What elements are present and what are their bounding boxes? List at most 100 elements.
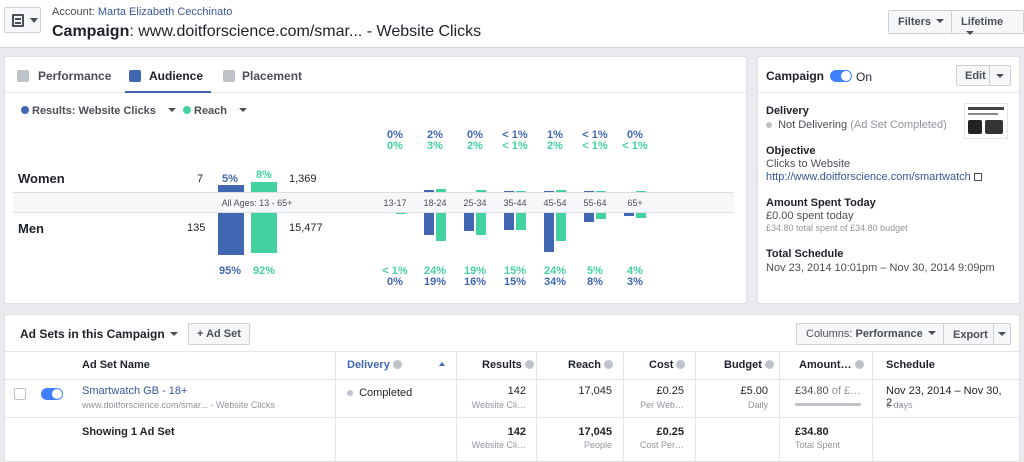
col-delivery[interactable]: Delivery (347, 359, 445, 371)
age-group-label: 65+ (627, 198, 643, 208)
lifetime-button[interactable]: Lifetime (951, 10, 1024, 35)
page-title: Campaign: www.doitforscience.com/smar...… (52, 23, 482, 40)
age-women-reach-bar (516, 191, 526, 192)
age-men-results-pct: 3% (627, 276, 643, 288)
age-men-results-bar (544, 213, 554, 253)
age-men-reach-bar (396, 213, 406, 214)
row-checkbox[interactable] (14, 388, 26, 400)
delivery-heading: Delivery (766, 105, 809, 117)
view-menu-button[interactable] (4, 7, 41, 33)
men-results: 135 (187, 222, 206, 234)
col-budget[interactable]: Budget (724, 359, 774, 371)
age-women-reach-pct: 3% (427, 140, 443, 152)
adsets-title[interactable]: Ad Sets in this Campaign (20, 327, 178, 341)
age-men-results-bar (584, 213, 594, 223)
account-line: Account: Marta Elizabeth Cecchinato (52, 6, 233, 18)
age-men-results-bar (504, 213, 514, 231)
col-amount[interactable]: Amount… (799, 359, 864, 371)
women-reach-bar (251, 182, 277, 192)
age-women-reach-bar (636, 191, 646, 192)
age-women-reach-pct: 2% (467, 140, 483, 152)
age-women-reach-bar (556, 189, 566, 192)
adset-reach: 17,045 (578, 385, 612, 397)
campaign-heading: Campaign (766, 69, 825, 83)
age-women-results-pct: 0% (467, 129, 483, 141)
add-adset-button[interactable]: + Ad Set (188, 323, 250, 345)
objective-link[interactable]: http://www.doitforscience.com/smartwatch (766, 171, 982, 183)
info-icon (854, 360, 864, 369)
age-men-reach-pct: < 1% (382, 265, 408, 277)
top-bar: Account: Marta Elizabeth Cecchinato Camp… (0, 0, 1024, 48)
summary-amount: £34.80 (795, 426, 829, 438)
age-men-reach-pct: 24% (423, 265, 447, 277)
edit-button[interactable]: Edit (965, 70, 986, 82)
filters-button[interactable]: Filters (888, 10, 955, 34)
women-label: Women (18, 171, 65, 186)
chevron-down-icon (936, 19, 945, 23)
info-icon (524, 360, 534, 369)
age-group-label: 13-17 (383, 198, 407, 208)
chevron-down-icon[interactable] (996, 74, 1004, 78)
col-results[interactable]: Results (482, 359, 534, 371)
col-schedule[interactable]: Schedule (886, 359, 935, 371)
women-reach: 1,369 (289, 173, 317, 185)
age-men-reach-bar (476, 213, 486, 235)
adset-amount: £34.80 of £… (795, 385, 862, 397)
age-women-results-pct: 0% (627, 129, 643, 141)
age-men-results-pct: 34% (543, 276, 567, 288)
adset-results-sub: Website Cli… (471, 400, 526, 410)
reach-legend[interactable]: Reach (183, 105, 248, 117)
col-reach[interactable]: Reach (568, 359, 614, 371)
col-cost[interactable]: Cost (649, 359, 686, 371)
chevron-down-icon (966, 31, 974, 35)
delivery-status: Not Delivering (Ad Set Completed) (766, 119, 947, 131)
info-icon (604, 360, 614, 369)
age-men-results-bar (624, 213, 634, 217)
adset-delivery: Completed (347, 387, 412, 399)
age-women-reach-bar (596, 191, 606, 192)
results-legend[interactable]: Results: Website Clicks (21, 105, 176, 117)
summary-cost-sub: Cost Per… (639, 440, 684, 450)
adset-budget-sub: Daily (747, 400, 768, 410)
adset-name-link[interactable]: Smartwatch GB - 18+ (82, 385, 188, 397)
age-women-reach-bar (476, 189, 486, 192)
info-icon (676, 360, 686, 369)
age-men-results-pct: 16% (463, 276, 487, 288)
age-axis (13, 192, 734, 213)
summary-results-sub: Website Cli… (471, 440, 526, 450)
objective-heading: Objective (766, 145, 816, 157)
chevron-down-icon[interactable] (998, 332, 1006, 336)
adset-toggle[interactable] (41, 388, 63, 400)
tab-performance[interactable]: Performance (38, 69, 112, 83)
export-button[interactable]: Export (953, 329, 988, 341)
adset-name-sub: www.doitforscience.com/smar... - Website… (82, 400, 275, 410)
age-women-results-bar (584, 191, 594, 192)
columns-button[interactable]: Columns: Performance (796, 323, 946, 345)
age-men-reach-bar (556, 213, 566, 241)
amount-progress-bar (795, 403, 861, 406)
age-group-label: 18-24 (423, 198, 447, 208)
age-men-reach-pct: 5% (587, 265, 603, 277)
results-dot-icon (21, 106, 29, 114)
col-adset-name[interactable]: Ad Set Name (82, 359, 150, 371)
age-group-label: 55-64 (583, 198, 607, 208)
age-women-reach-pct: 2% (547, 140, 563, 152)
men-reach-pct: 92% (252, 265, 276, 277)
status-dot-icon (766, 122, 772, 128)
age-men-reach-pct: 19% (463, 265, 487, 277)
age-men-reach-bar (516, 213, 526, 231)
campaign-toggle[interactable] (830, 70, 852, 82)
adset-cost: £0.25 (656, 385, 684, 397)
all-ages-label: All Ages: 13 - 65+ (221, 198, 293, 208)
audience-panel: Performance Audience Placement Results: … (4, 56, 747, 304)
tab-placement[interactable]: Placement (242, 69, 303, 83)
ad-preview-thumbnail[interactable] (964, 103, 1008, 139)
women-reach-pct: 8% (256, 169, 272, 181)
age-women-reach-pct: < 1% (622, 140, 648, 152)
tab-audience[interactable]: Audience (149, 69, 204, 83)
men-reach-bar (251, 213, 277, 253)
chart-icon (17, 70, 29, 82)
account-link[interactable]: Marta Elizabeth Cecchinato (97, 6, 233, 18)
chevron-down-icon (167, 108, 176, 112)
chevron-down-icon (169, 332, 178, 336)
